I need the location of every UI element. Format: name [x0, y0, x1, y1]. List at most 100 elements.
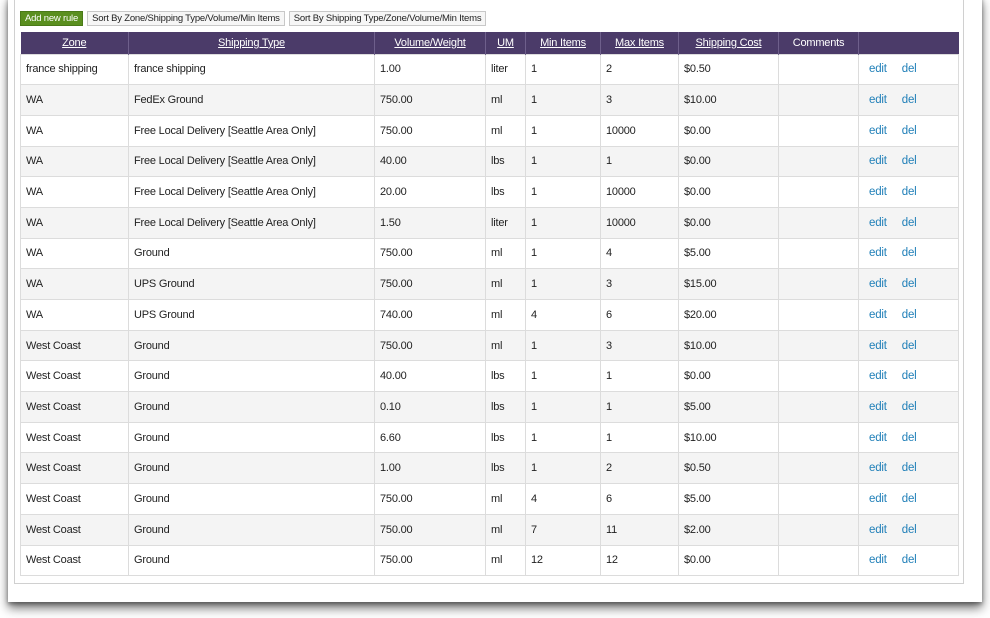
cell-um: lbs	[485, 360, 526, 393]
cell-min-items: 1	[525, 84, 601, 116]
cell-shipping-type: france shipping	[128, 53, 375, 86]
cell-zone: West Coast	[20, 452, 129, 485]
cell-zone: WA	[20, 114, 129, 147]
cell-min-items: 1	[525, 268, 601, 300]
sort-by-zone-button[interactable]: Sort By Zone/Shipping Type/Volume/Min It…	[87, 10, 285, 26]
cell-volume-weight: 750.00	[374, 114, 486, 147]
edit-link[interactable]: edit	[869, 400, 887, 413]
delete-link[interactable]: del	[901, 63, 917, 76]
edit-link[interactable]: edit	[869, 492, 887, 505]
table-row: WA Free Local Delivery [Seattle Area Only…	[20, 176, 959, 208]
edit-link[interactable]: edit	[869, 63, 887, 76]
header-um[interactable]: UM	[485, 32, 526, 54]
header-shipping-cost[interactable]: Shipping Cost	[678, 32, 779, 54]
cell-shipping-cost: $0.00	[678, 114, 779, 147]
sort-shipping-cost-link[interactable]: Shipping Cost	[695, 36, 762, 49]
cell-max-items: 11	[600, 513, 679, 546]
edit-link[interactable]: edit	[869, 186, 887, 199]
delete-link[interactable]: del	[901, 278, 917, 291]
table-row: West Coast Ground 0.10 lbs 1 1 $5.00 edit del	[20, 391, 959, 423]
cell-volume-weight: 20.00	[374, 176, 486, 208]
edit-link[interactable]: edit	[869, 554, 887, 567]
sort-by-shipping-type-button[interactable]: Sort By Shipping Type/Zone/Volume/Min It…	[288, 10, 487, 26]
cell-shipping-cost: $10.00	[678, 329, 779, 362]
delete-link[interactable]: del	[901, 124, 917, 137]
edit-link[interactable]: edit	[869, 216, 887, 229]
cell-actions: edit del	[858, 114, 959, 147]
sort-um-link[interactable]: UM	[497, 36, 514, 49]
cell-um: lbs	[485, 421, 526, 454]
cell-actions: edit del	[858, 391, 959, 423]
cell-um: ml	[485, 114, 526, 147]
table-row: West Coast Ground 1.00 lbs 1 2 $0.50 edit del	[20, 452, 959, 485]
cell-shipping-cost: $5.00	[678, 237, 779, 270]
delete-link[interactable]: del	[901, 400, 917, 413]
edit-link[interactable]: edit	[869, 370, 887, 383]
cell-shipping-type: Ground	[128, 329, 375, 362]
edit-link[interactable]: edit	[869, 278, 887, 291]
header-min-items[interactable]: Min Items	[525, 32, 601, 54]
delete-link[interactable]: del	[901, 523, 917, 536]
cell-um: lbs	[485, 176, 526, 208]
edit-link[interactable]: edit	[869, 155, 887, 168]
cell-max-items: 6	[600, 299, 679, 331]
cell-zone: WA	[20, 84, 129, 116]
edit-link[interactable]: edit	[869, 431, 887, 444]
delete-link[interactable]: del	[901, 431, 917, 444]
header-shipping-type[interactable]: Shipping Type	[128, 32, 375, 54]
cell-shipping-type: UPS Ground	[128, 299, 375, 331]
cell-zone: WA	[20, 299, 129, 331]
delete-link[interactable]: del	[901, 339, 917, 352]
delete-link[interactable]: del	[901, 370, 917, 383]
cell-max-items: 1	[600, 145, 679, 178]
cell-actions: edit del	[858, 206, 959, 239]
cell-comments	[778, 360, 859, 393]
delete-link[interactable]: del	[901, 216, 917, 229]
edit-link[interactable]: edit	[869, 308, 887, 321]
cell-shipping-type: Ground	[128, 237, 375, 270]
delete-link[interactable]: del	[901, 155, 917, 168]
sort-zone-link[interactable]: Zone	[62, 36, 87, 49]
cell-actions: edit del	[858, 53, 959, 86]
cell-shipping-cost: $0.00	[678, 360, 779, 393]
sort-min-items-link[interactable]: Min Items	[540, 36, 586, 49]
cell-um: ml	[485, 544, 526, 577]
cell-shipping-cost: $0.50	[678, 452, 779, 485]
edit-link[interactable]: edit	[869, 124, 887, 137]
delete-link[interactable]: del	[901, 308, 917, 321]
cell-comments	[778, 483, 859, 515]
cell-actions: edit del	[858, 483, 959, 515]
edit-link[interactable]: edit	[869, 94, 887, 107]
sort-volume-link[interactable]: Volume/Weight	[394, 36, 466, 49]
cell-zone: West Coast	[20, 421, 129, 454]
header-max-items[interactable]: Max Items	[600, 32, 679, 54]
cell-comments	[778, 114, 859, 147]
edit-link[interactable]: edit	[869, 523, 887, 536]
edit-link[interactable]: edit	[869, 247, 887, 260]
cell-shipping-cost: $10.00	[678, 84, 779, 116]
delete-link[interactable]: del	[901, 247, 917, 260]
sort-max-items-link[interactable]: Max Items	[615, 36, 664, 49]
header-comments: Comments	[778, 32, 859, 54]
cell-max-items: 3	[600, 268, 679, 300]
header-volume-weight[interactable]: Volume/Weight	[374, 32, 486, 54]
shipping-rules-table: Zone Shipping Type Volume/Weight UM Min …	[20, 32, 959, 577]
sort-shipping-type-link[interactable]: Shipping Type	[218, 36, 285, 49]
cell-min-items: 1	[525, 329, 601, 362]
cell-zone: West Coast	[20, 360, 129, 393]
cell-shipping-cost: $5.00	[678, 391, 779, 423]
delete-link[interactable]: del	[901, 94, 917, 107]
delete-link[interactable]: del	[901, 462, 917, 475]
table-row: West Coast Ground 750.00 ml 7 11 $2.00 edit del	[20, 513, 959, 546]
delete-link[interactable]: del	[901, 492, 917, 505]
header-zone[interactable]: Zone	[21, 32, 129, 54]
cell-comments	[778, 391, 859, 423]
delete-link[interactable]: del	[901, 186, 917, 199]
cell-volume-weight: 40.00	[374, 145, 486, 178]
edit-link[interactable]: edit	[869, 339, 887, 352]
edit-link[interactable]: edit	[869, 462, 887, 475]
table-row: WA UPS Ground 740.00 ml 4 6 $20.00 edit del	[20, 299, 959, 331]
add-new-rule-button[interactable]: Add new rule	[20, 10, 84, 26]
cell-shipping-cost: $0.50	[678, 53, 779, 86]
delete-link[interactable]: del	[901, 554, 917, 567]
